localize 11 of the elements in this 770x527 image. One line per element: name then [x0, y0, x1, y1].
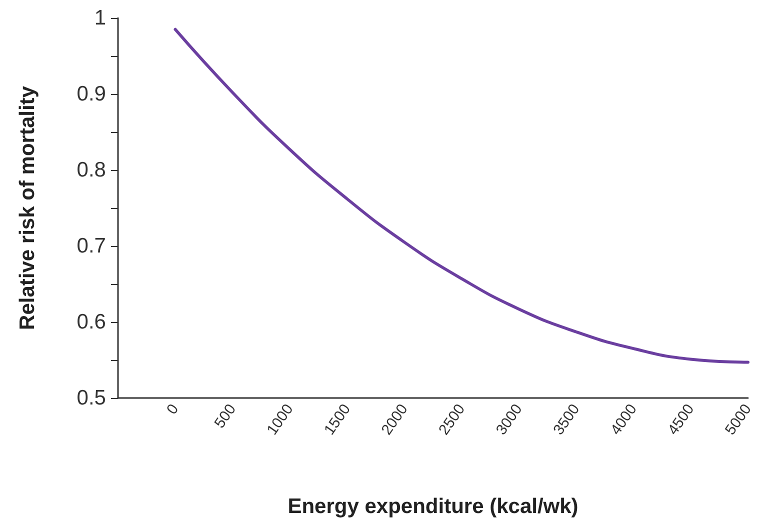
line-series	[174, 28, 750, 364]
y-tick-label: 0.7	[76, 234, 106, 258]
y-tick-label: 0.5	[76, 386, 106, 410]
y-tick-label: 0.8	[76, 158, 106, 182]
y-axis-title: Relative risk of mortality	[16, 86, 39, 330]
x-tick-label: 500	[211, 401, 240, 432]
y-tick-label: 0.6	[76, 310, 106, 334]
x-tick-label: 0	[164, 401, 182, 418]
y-tick-label: 0.9	[76, 82, 106, 106]
y-tick-label: 1	[94, 6, 106, 30]
x-axis-title: Energy expenditure (kcal/wk)	[288, 495, 578, 518]
